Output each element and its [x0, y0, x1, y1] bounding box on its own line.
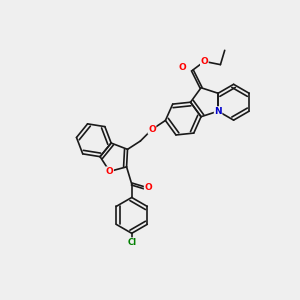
- Text: Cl: Cl: [127, 238, 136, 247]
- Text: O: O: [178, 63, 186, 72]
- Text: O: O: [144, 183, 152, 192]
- Text: N: N: [214, 107, 222, 116]
- Text: O: O: [200, 57, 208, 66]
- Text: O: O: [148, 125, 156, 134]
- Text: O: O: [106, 167, 113, 176]
